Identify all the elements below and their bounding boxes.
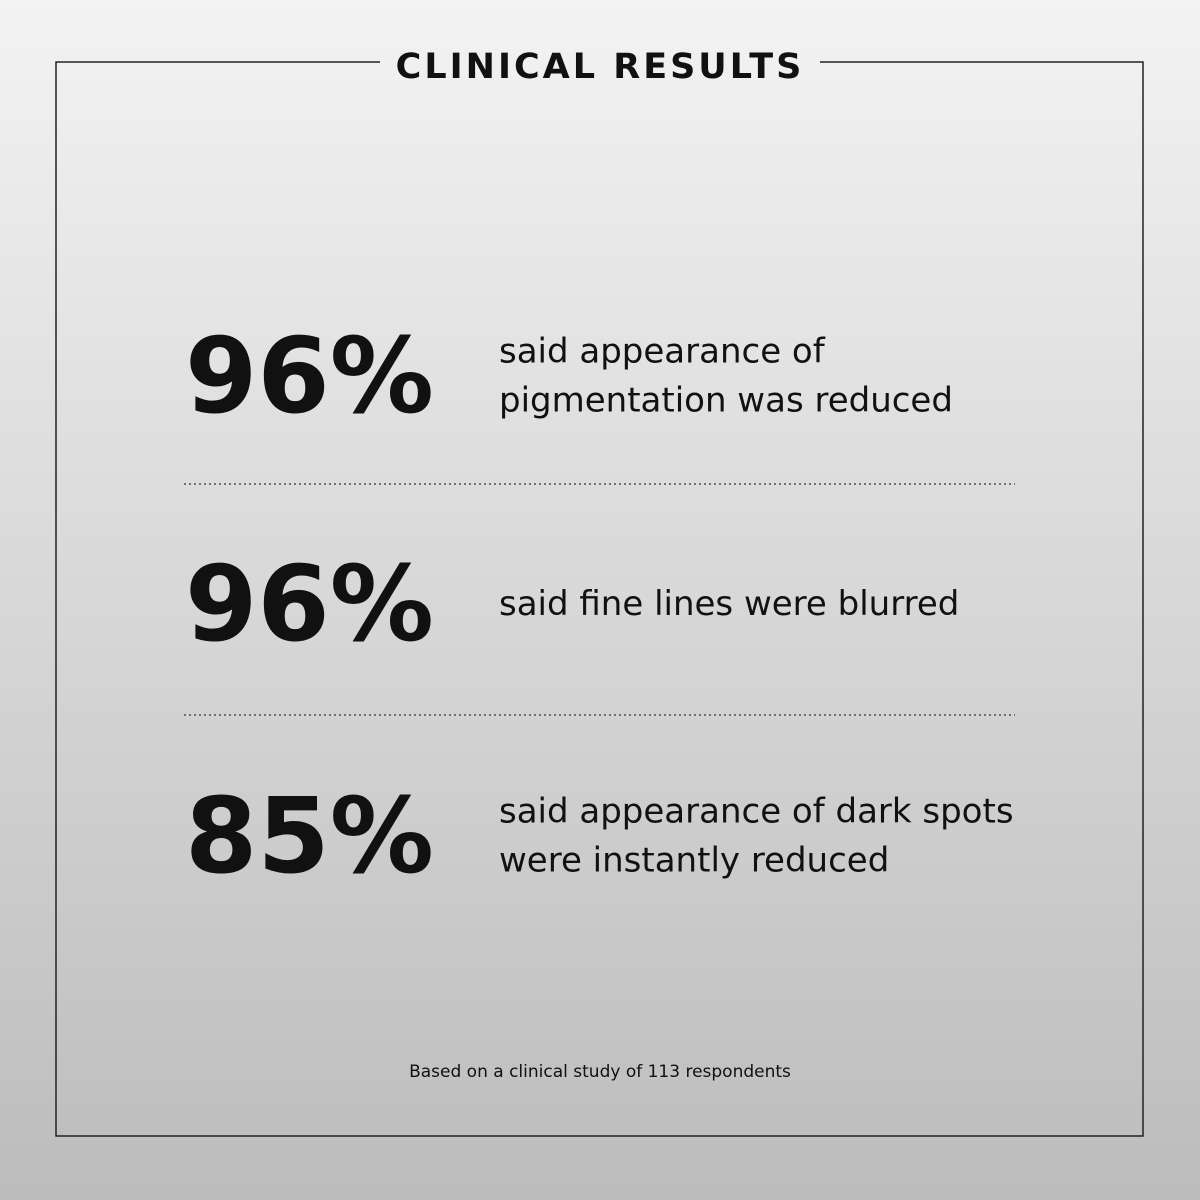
frame-border — [55, 61, 1144, 1137]
stat-figure: 85% — [185, 775, 434, 897]
title: CLINICAL RESULTS — [396, 47, 805, 87]
stat-description: pigmentation was reduced — [499, 381, 953, 421]
stat-description: said fine lines were blurred — [499, 584, 959, 624]
footnote: Based on a clinical study of 113 respond… — [409, 1062, 791, 1082]
stat-figure: 96% — [185, 543, 434, 665]
stat-description: said appearance of dark spots — [499, 792, 1014, 832]
stat-description: were instantly reduced — [499, 841, 889, 881]
stat-figure: 96% — [185, 315, 434, 437]
stat-description: said appearance of — [499, 332, 826, 372]
frame — [55, 61, 1144, 1137]
stats: 96% said appearance of pigmentation was re… — [185, 315, 1014, 897]
